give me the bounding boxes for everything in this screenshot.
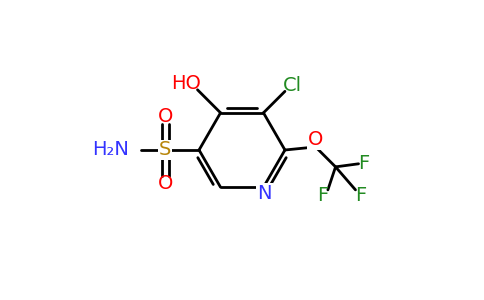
Text: HO: HO — [171, 74, 201, 93]
Text: Cl: Cl — [283, 76, 302, 95]
Text: O: O — [158, 174, 173, 193]
Text: O: O — [308, 130, 323, 149]
Text: F: F — [317, 186, 328, 205]
Text: S: S — [159, 140, 171, 160]
Text: F: F — [355, 186, 366, 205]
Text: N: N — [257, 184, 272, 203]
Text: O: O — [158, 107, 173, 126]
Text: F: F — [359, 154, 370, 173]
Text: H₂N: H₂N — [92, 140, 129, 160]
